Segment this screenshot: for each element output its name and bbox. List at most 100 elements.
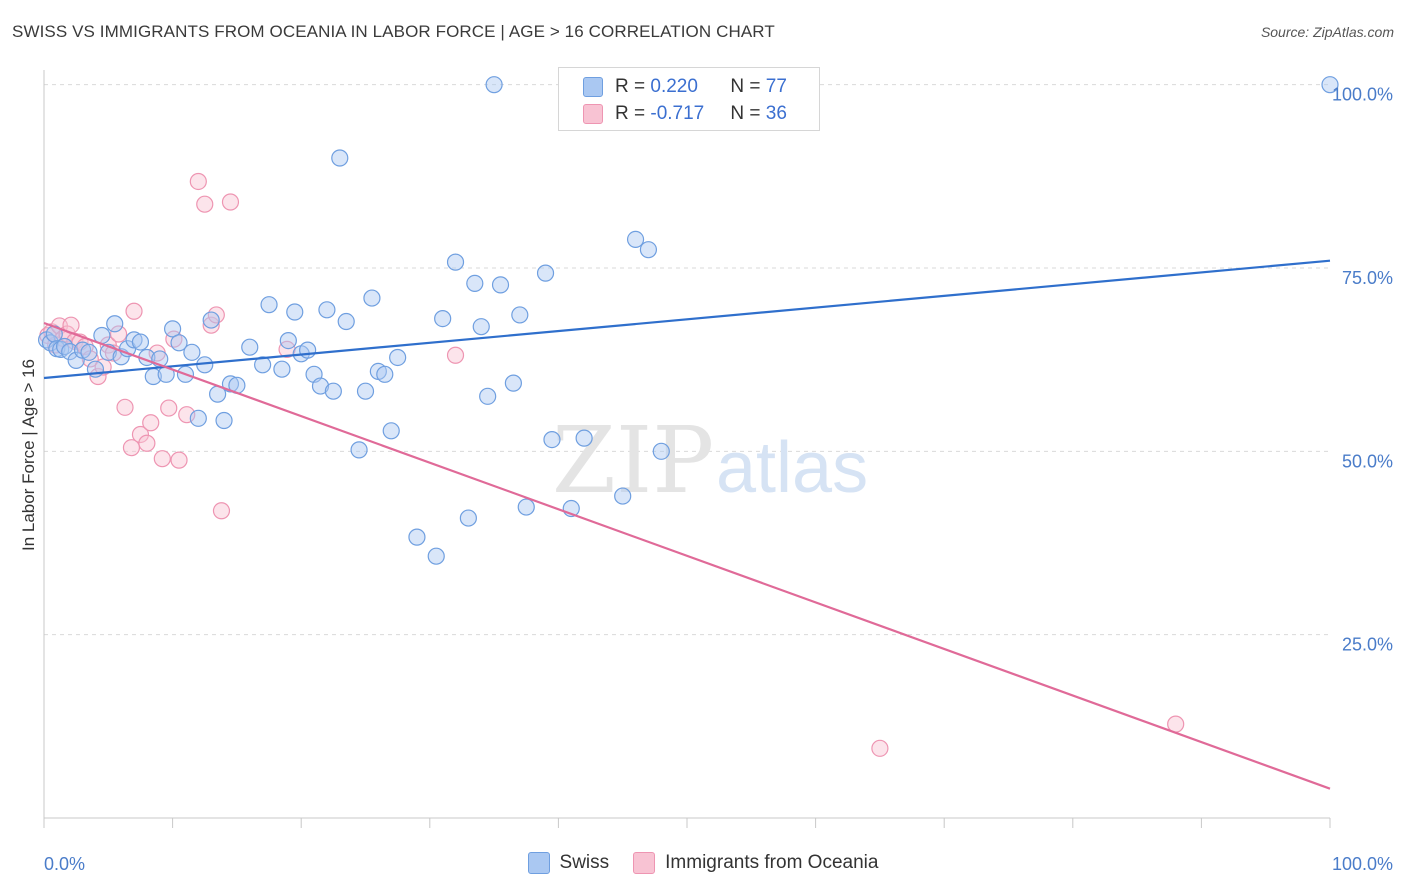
swiss-point	[273, 360, 291, 378]
swiss-point	[164, 320, 182, 338]
swiss-point	[106, 315, 124, 333]
swiss-point	[376, 365, 394, 383]
legend-item-swiss[interactable]: Swiss	[527, 852, 610, 874]
swiss-point	[183, 343, 201, 361]
oceania-swatch-icon	[633, 852, 656, 874]
swiss-point	[311, 377, 330, 395]
oceania-point	[196, 195, 214, 213]
y-axis-label: In Labor Force | Age > 16	[19, 359, 38, 551]
oceania-point	[116, 398, 134, 416]
chart-title: SWISS VS IMMIGRANTS FROM OCEANIA IN LABO…	[12, 22, 775, 41]
swiss-point	[491, 276, 510, 294]
swiss-point	[189, 409, 207, 427]
swiss-point	[517, 498, 535, 516]
legend-item-oceania[interactable]: Immigrants from Oceania	[633, 852, 878, 874]
series-legend: Swiss Immigrants from Oceania	[0, 852, 1406, 874]
swiss-swatch-icon	[583, 77, 603, 97]
y-tick-labels: 25.0% 50.0% 75.0% 100.0%	[1332, 85, 1393, 655]
swiss-point	[356, 382, 375, 400]
swiss-point	[202, 311, 220, 329]
legend-n-value: 77	[765, 76, 787, 97]
oceania-trend-line	[43, 321, 1331, 790]
y-tick-label: 75.0%	[1342, 268, 1393, 288]
oceania-point	[125, 302, 143, 320]
swiss-point	[459, 509, 477, 527]
swiss-point	[350, 441, 368, 459]
x-axis-ticks	[43, 818, 1331, 828]
oceania-point	[221, 193, 240, 211]
swiss-point	[131, 333, 150, 351]
oceania-point	[212, 502, 231, 520]
swiss-point	[55, 337, 74, 356]
swiss-swatch-icon	[527, 852, 550, 874]
oceania-point	[109, 325, 128, 343]
oceania-point	[142, 414, 160, 432]
swiss-point	[324, 382, 342, 400]
swiss-point	[73, 341, 92, 359]
y-tick-label: 50.0%	[1342, 451, 1393, 471]
x-tick-label-max: 100.0%	[1332, 854, 1393, 874]
swiss-point	[575, 429, 593, 447]
swiss-point	[125, 331, 143, 349]
legend-r-label: R =	[615, 103, 651, 124]
oceania-point	[138, 434, 156, 452]
y-tick-label: 100.0%	[1332, 85, 1393, 105]
swiss-point	[170, 334, 188, 352]
swiss-point	[536, 264, 555, 282]
legend-r-value: -0.717	[650, 103, 705, 124]
swiss-point	[434, 310, 452, 328]
swiss-point	[80, 343, 98, 361]
swiss-point	[652, 442, 670, 460]
swiss-point	[614, 487, 632, 505]
oceania-point	[131, 425, 150, 444]
legend-r-value: 0.220	[650, 76, 698, 97]
correlation-legend: R = 0.220 N = 77 R = -0.717 N = 36	[558, 67, 820, 131]
swiss-point	[427, 547, 445, 565]
y-tick-label: 25.0%	[1342, 635, 1393, 655]
legend-label-oceania: Immigrants from Oceania	[665, 852, 879, 873]
legend-label-swiss: Swiss	[559, 852, 610, 873]
swiss-point	[626, 230, 645, 248]
oceania-point	[207, 306, 225, 324]
swiss-point	[61, 343, 79, 361]
swiss-point	[543, 431, 561, 449]
swiss-point	[241, 338, 259, 356]
swiss-point	[1321, 76, 1339, 94]
watermark-zip: ZIP	[552, 407, 714, 514]
legend-row-swiss: R = 0.220 N = 77	[583, 75, 787, 99]
watermark-atlas: atlas	[716, 428, 868, 508]
oceania-point	[202, 316, 220, 334]
swiss-point	[504, 374, 522, 392]
oceania-point	[871, 739, 889, 757]
legend-n-value: 36	[765, 103, 787, 124]
swiss-point	[260, 296, 278, 314]
swiss-point	[41, 334, 60, 352]
oceania-point	[446, 346, 465, 364]
swiss-point	[639, 241, 658, 259]
swiss-point	[67, 351, 85, 369]
swiss-point	[446, 253, 465, 271]
swiss-point	[382, 422, 400, 440]
swiss-point	[466, 274, 484, 292]
swiss-point	[331, 149, 349, 167]
swiss-point	[389, 348, 407, 367]
legend-row-oceania: R = -0.717 N = 36	[583, 102, 787, 126]
legend-n-label: N =	[730, 76, 766, 97]
swiss-point	[363, 289, 381, 307]
swiss-point	[337, 312, 355, 331]
swiss-point	[479, 387, 497, 405]
swiss-point	[472, 318, 490, 336]
x-tick-label-min: 0.0%	[44, 854, 85, 874]
swiss-point	[299, 341, 317, 359]
swiss-point	[254, 356, 272, 374]
oceania-point	[122, 439, 141, 457]
oceania-point	[170, 451, 188, 469]
swiss-point	[485, 76, 503, 94]
legend-n-label: N =	[730, 103, 766, 124]
source-label: Source: ZipAtlas.com	[1260, 24, 1394, 40]
oceania-swatch-icon	[583, 104, 603, 124]
swiss-point	[279, 332, 297, 350]
oceania-point	[153, 450, 171, 468]
trend-lines	[43, 259, 1331, 790]
